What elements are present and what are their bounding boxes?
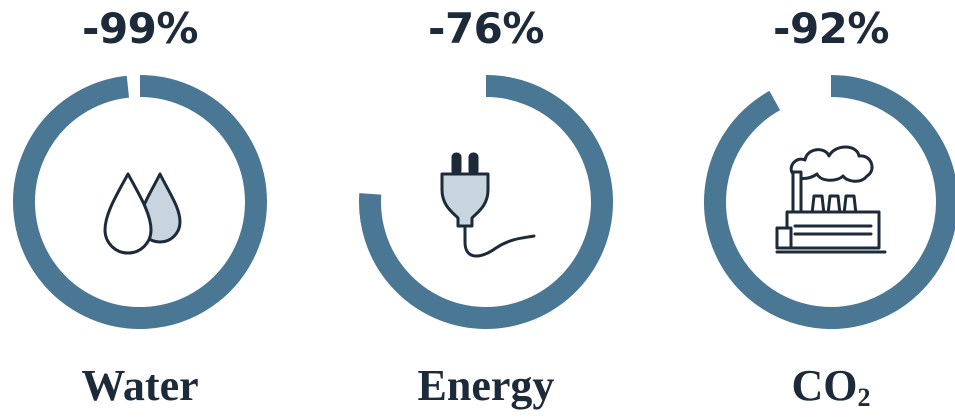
factory-icon <box>775 145 887 254</box>
water-drops-icon <box>103 172 182 255</box>
metric-label-energy: Energy <box>417 361 555 410</box>
metric-co2: -92% CO2 <box>671 0 955 419</box>
percent-label-co2: -92% <box>773 4 889 53</box>
percent-label-water: -99% <box>82 4 198 53</box>
donut-water <box>13 75 267 329</box>
ring-arc-co2 <box>704 75 955 329</box>
metric-energy: -76% Energy <box>326 0 646 419</box>
ring-arc-energy <box>359 75 613 329</box>
metric-water: -99% Water <box>0 0 300 419</box>
percent-label-energy: -76% <box>428 4 544 53</box>
power-plug-icon <box>440 152 536 258</box>
donut-energy <box>359 75 613 329</box>
metric-label-water: Water <box>81 361 199 410</box>
donut-co2 <box>704 75 955 329</box>
metric-label-co2: CO2 <box>791 361 871 412</box>
ring-arc-water <box>13 75 267 329</box>
